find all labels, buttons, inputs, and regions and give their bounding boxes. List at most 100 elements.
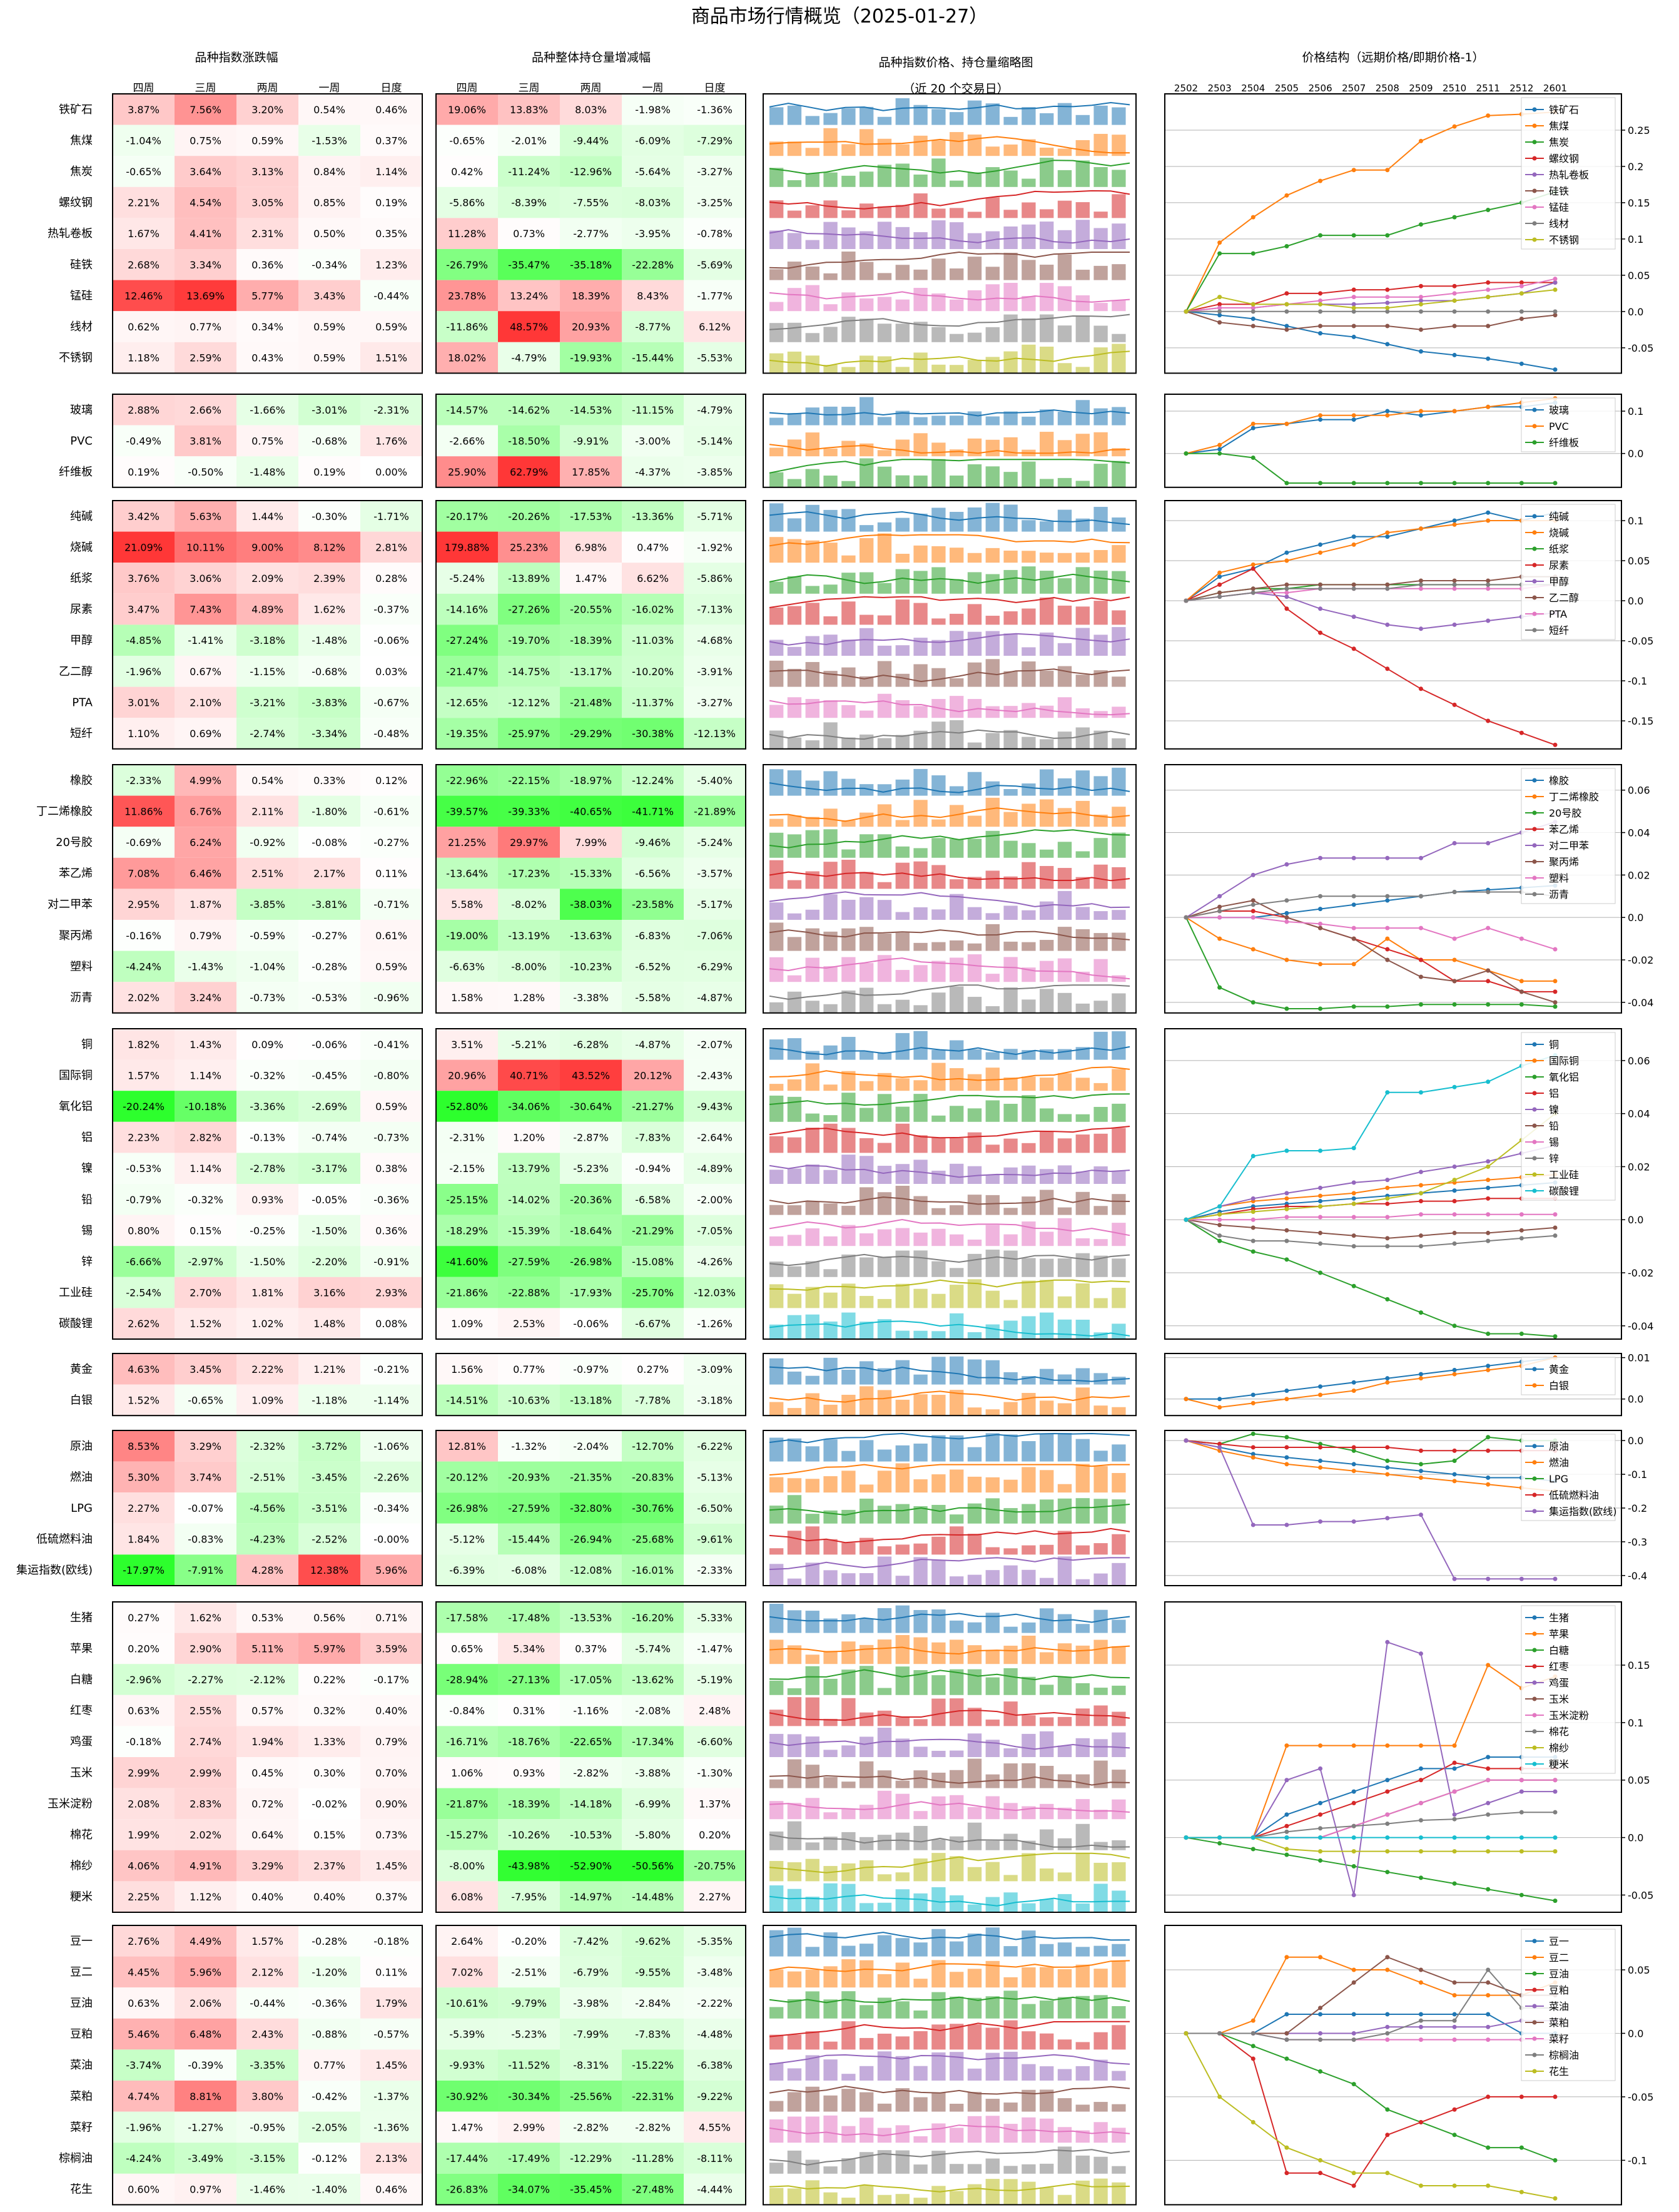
pct-cell: [360, 827, 422, 858]
oi-thumb-bar: [769, 1170, 784, 1184]
oi-thumb-bar: [860, 1108, 874, 1122]
row-label: 玉米: [70, 1766, 93, 1780]
oi-thumb-bar: [1022, 202, 1036, 218]
pct-value: -0.32%: [188, 1194, 223, 1206]
pct-value: 12.46%: [124, 290, 163, 302]
price-thumb-line: [769, 596, 1130, 608]
pct-cell: [175, 827, 236, 858]
row-label: 苯乙烯: [59, 867, 93, 880]
oi-thumb-bar: [931, 640, 946, 656]
oi-thumb-bar: [769, 1639, 784, 1664]
curve-point: [1418, 974, 1423, 979]
oi-thumb-bar: [1022, 1221, 1036, 1246]
oi-thumb-bar: [931, 1960, 946, 1988]
pct-cell: [113, 1956, 175, 1988]
oi-thumb-bar: [931, 1357, 946, 1385]
oi-thumb-bar: [1075, 1003, 1090, 1013]
oi-cell: [622, 1925, 684, 1957]
curve-point: [1284, 1823, 1289, 1828]
oi-thumb-bar: [931, 1435, 946, 1462]
row-label: 鸡蛋: [70, 1735, 93, 1748]
curve-point: [1418, 578, 1423, 583]
oi-value: -32.80%: [570, 1502, 612, 1514]
curve-point: [1318, 1270, 1323, 1275]
oi-thumb-bar: [967, 662, 982, 687]
oi-cell: [622, 531, 684, 563]
y-tick-label: 0.05: [1628, 270, 1650, 282]
pct-cell: [113, 765, 175, 796]
oi-value: -17.48%: [508, 1612, 550, 1624]
oi-thumb-bar: [823, 509, 838, 532]
oi-thumb-bar: [1022, 1316, 1036, 1339]
pct-cell: [298, 531, 360, 563]
oi-thumb-bar: [1075, 115, 1090, 125]
legend-label: 烧碱: [1549, 527, 1569, 539]
pct-frame: [112, 93, 423, 374]
oi-thumb-bar: [787, 322, 802, 342]
legend-marker: [1532, 1460, 1537, 1465]
oi-thumb-bar: [950, 1639, 964, 1664]
oi-value: -10.26%: [508, 1829, 550, 1841]
oi-thumb-bar: [805, 1842, 819, 1850]
curve-point: [1519, 989, 1524, 994]
curve-line-锰硅: [1185, 278, 1556, 312]
row-label: 菜籽: [70, 2121, 93, 2134]
row-label: 豆一: [70, 1935, 93, 1948]
curve-line-豆二: [1186, 1956, 1556, 2034]
pct-frame: [112, 764, 423, 1014]
curve-point: [1217, 1835, 1222, 1840]
curve-point: [1452, 1002, 1457, 1007]
oi-value: -12.29%: [570, 2153, 612, 2164]
oi-thumb-bar: [787, 479, 802, 487]
oi-thumb-bar: [1075, 907, 1090, 920]
legend-label: 铅: [1549, 1120, 1559, 1132]
pct-value: 1.44%: [251, 511, 283, 522]
oi-thumb-bar: [1112, 1377, 1126, 1385]
oi-thumb-bar: [787, 576, 802, 594]
oi-thumb-bar: [823, 2095, 838, 2112]
oi-thumb-bar: [931, 819, 946, 827]
curve-point: [1351, 481, 1356, 486]
curve-point: [1318, 2006, 1323, 2011]
oi-thumb-bar: [1075, 160, 1090, 187]
oi-thumb-bar: [967, 1997, 982, 2019]
oi-thumb-bar: [1057, 1114, 1072, 1122]
oi-thumb-bar: [1040, 1400, 1054, 1416]
curve-point: [1486, 1835, 1491, 1840]
oi-thumb-bar: [1057, 578, 1072, 594]
pct-value: 3.34%: [190, 259, 221, 271]
pct-value: -1.18%: [312, 1394, 347, 1406]
oi-thumb-bar: [1093, 1883, 1108, 1912]
month-label: 2506: [1308, 83, 1332, 94]
oi-thumb-bar: [841, 990, 856, 1013]
pct-value: -2.54%: [126, 1287, 161, 1299]
oi-thumb-bar: [877, 1390, 892, 1416]
oi-value: -17.93%: [570, 1287, 612, 1299]
oi-value: 1.09%: [451, 1318, 483, 1330]
oi-cell: [436, 501, 498, 532]
pct-cell: [360, 1246, 422, 1277]
oi-cell: [498, 951, 560, 982]
curve-point: [1351, 1980, 1356, 1985]
oi-cell: [684, 1956, 746, 1988]
pct-cell: [175, 1633, 236, 1664]
oi-thumb-bar: [1057, 1942, 1072, 1957]
oi-cell: [498, 1308, 560, 1339]
oi-cell: [498, 186, 560, 218]
oi-value: -13.18%: [570, 1394, 612, 1406]
oi-thumb-bar: [1112, 461, 1126, 487]
oi-cell: [436, 1881, 498, 1912]
curve-point: [1385, 324, 1390, 329]
curve-point: [1385, 1835, 1390, 1840]
pct-value: 3.01%: [128, 696, 160, 708]
oi-value: -5.24%: [697, 837, 733, 849]
curve-point: [1486, 404, 1491, 409]
legend-marker: [1532, 123, 1537, 128]
oi-value: -20.12%: [446, 1471, 488, 1483]
pct-cell: [298, 394, 360, 426]
oi-thumb-bar: [805, 2055, 819, 2081]
curve-point: [1385, 2031, 1390, 2036]
legend-marker: [1532, 1939, 1537, 1944]
oi-cell: [436, 394, 498, 426]
